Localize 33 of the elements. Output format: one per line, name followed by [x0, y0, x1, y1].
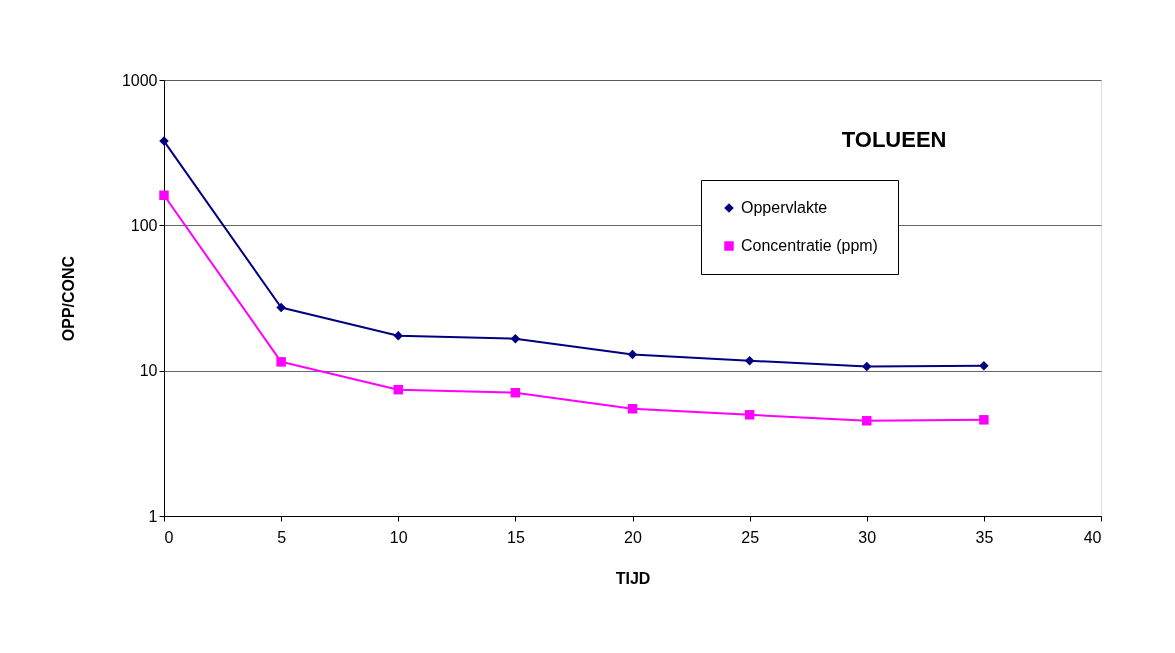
- y-tick-label: 1: [148, 507, 158, 525]
- y-tick-label: 100: [130, 216, 158, 234]
- point: [862, 416, 872, 426]
- x-axis-title: TIJD: [615, 569, 651, 587]
- point: [276, 357, 286, 367]
- text: TOLUEEN: [841, 127, 947, 152]
- x-tick-label: 30: [858, 528, 877, 546]
- point: [979, 415, 989, 425]
- point: [510, 333, 521, 344]
- x-tick-label: 10: [389, 528, 408, 546]
- x-tick-label: 35: [975, 528, 994, 546]
- y-tick-label: 10: [139, 362, 158, 380]
- y-tick-label: 1000: [121, 71, 158, 89]
- point: [744, 410, 755, 420]
- point: [744, 356, 755, 366]
- y-axis-title: OPP/CONC: [59, 255, 77, 342]
- x-tick-label: 40: [1083, 528, 1102, 546]
- x-tick-label: 15: [506, 528, 525, 546]
- x-tick-label: 5: [277, 528, 287, 546]
- x-tick-label: 20: [624, 528, 642, 546]
- point: [510, 387, 521, 398]
- point: [627, 404, 638, 414]
- x-tick-label: 25: [741, 528, 760, 546]
- point: [862, 361, 872, 372]
- point: [393, 330, 403, 341]
- x-tick-label: 0: [164, 528, 174, 546]
- point: [276, 302, 286, 313]
- point: [979, 361, 989, 371]
- point: [627, 349, 638, 360]
- point: [159, 190, 169, 201]
- point: [393, 384, 403, 395]
- legend-label: Concentratie (ppm): [741, 237, 878, 254]
- legend-label: Oppervlakte: [741, 199, 828, 216]
